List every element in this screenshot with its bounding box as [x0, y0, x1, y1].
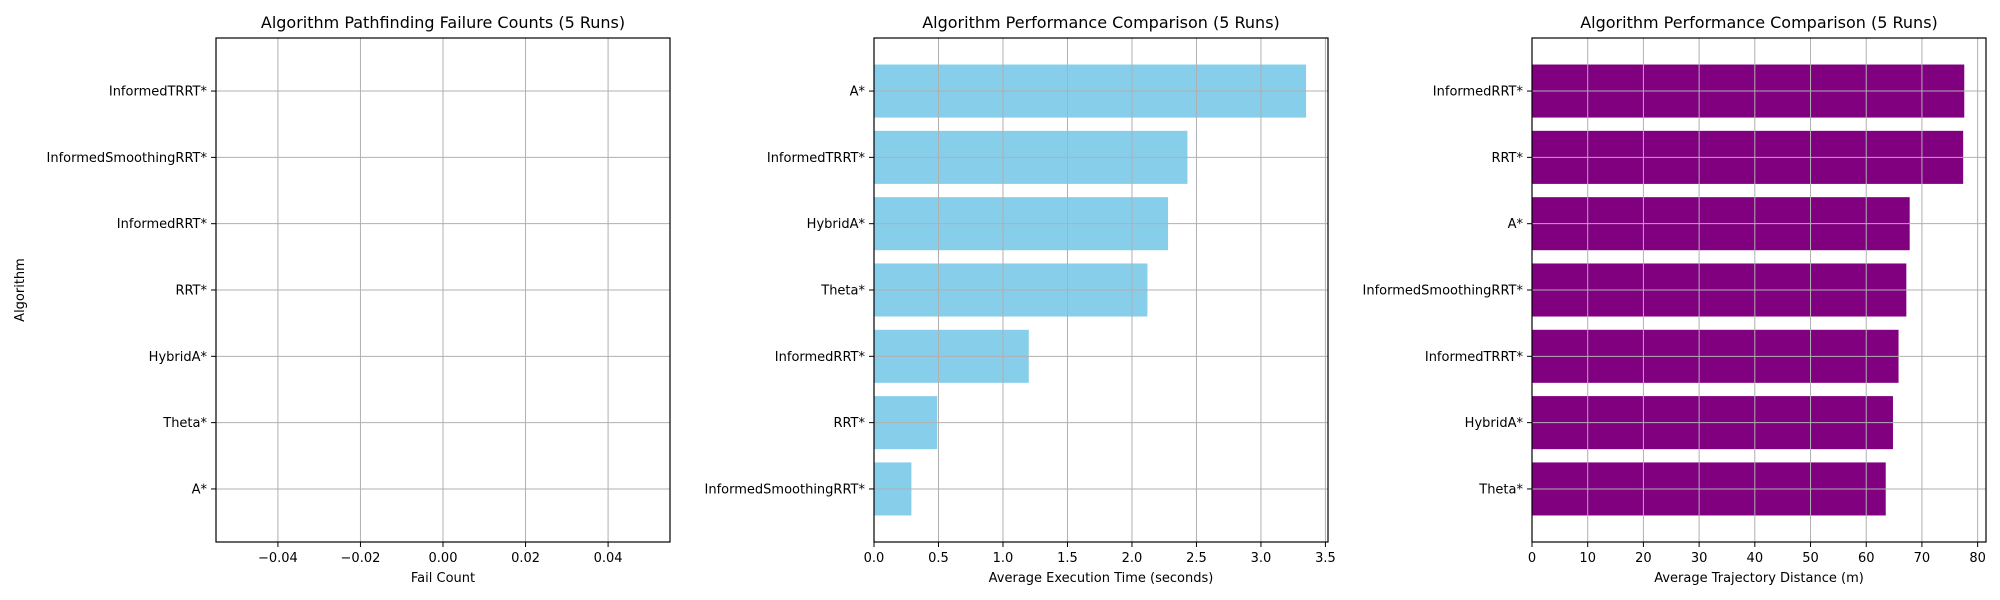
x-tick-label: 0.0 [864, 551, 885, 566]
y-tick-label: InformedSmoothingRRT* [47, 151, 208, 166]
x-tick-label: 70 [1914, 551, 1931, 566]
y-tick-label: InformedRRT* [775, 350, 866, 365]
chart-title: Algorithm Performance Comparison (5 Runs… [1580, 13, 1938, 32]
y-tick-label: A* [192, 482, 208, 497]
x-axis-label: Fail Count [411, 571, 475, 586]
y-tick-label: Theta* [162, 416, 207, 431]
x-tick-label: 0 [1528, 551, 1536, 566]
y-axis-label: Algorithm [13, 258, 28, 322]
x-tick-label: 0.00 [429, 551, 458, 566]
x-tick-label: 3.0 [1251, 551, 1272, 566]
chart-panel-3: 0 10 20 30 40 50 60 70 80 Theta* HybridA* InformedT… [1363, 13, 1987, 586]
x-tick-label: 40 [1747, 551, 1764, 566]
x-axis-label: Average Trajectory Distance (m) [1654, 571, 1864, 586]
y-tick-label: A* [850, 85, 866, 100]
y-tick-label: HybridA* [807, 217, 866, 232]
y-tick-label: HybridA* [1465, 416, 1524, 431]
y-tick-label: HybridA* [149, 350, 208, 365]
x-tick-label: 50 [1802, 551, 1819, 566]
x-tick-label: 80 [1969, 551, 1986, 566]
x-tick-label: 3.5 [1315, 551, 1336, 566]
x-tick-label: 20 [1635, 551, 1652, 566]
y-tick-label: RRT* [175, 284, 207, 299]
y-tick-label: InformedSmoothingRRT* [705, 482, 866, 497]
x-tick-label: 1.0 [993, 551, 1014, 566]
x-tick-label: 0.02 [511, 551, 540, 566]
x-tick-label: 2.0 [1122, 551, 1143, 566]
x-tick-label: 30 [1691, 551, 1708, 566]
y-tick-label: Theta* [820, 284, 865, 299]
x-tick-label: 10 [1579, 551, 1596, 566]
y-tick-label: InformedRRT* [1433, 85, 1524, 100]
x-tick-label: −0.02 [341, 551, 381, 566]
y-tick-label: InformedTRRT* [109, 85, 208, 100]
x-tick-label: 1.5 [1057, 551, 1078, 566]
y-tick-label: RRT* [833, 416, 865, 431]
x-tick-label: −0.04 [258, 551, 298, 566]
y-tick-label: A* [1508, 217, 1524, 232]
x-tick-label: 2.5 [1186, 551, 1207, 566]
y-tick-label: InformedSmoothingRRT* [1363, 284, 1524, 299]
x-axis-label: Average Execution Time (seconds) [989, 571, 1214, 586]
y-tick-label: InformedRRT* [117, 217, 208, 232]
chart-title: Algorithm Performance Comparison (5 Runs… [922, 13, 1280, 32]
y-tick-label: InformedTRRT* [1425, 350, 1524, 365]
x-tick-label: 0.04 [594, 551, 623, 566]
chart-panel-1: −0.04 −0.02 0.00 0.02 0.04 A* Theta* HybridA* RR… [13, 13, 671, 586]
chart-title: Algorithm Pathfinding Failure Counts (5 … [261, 13, 625, 32]
chart-panel-2: 0.0 0.5 1.0 1.5 2.0 2.5 3.0 3.5 InformedSmoothin… [705, 13, 1336, 586]
x-tick-label: 60 [1858, 551, 1875, 566]
y-tick-label: InformedTRRT* [767, 151, 866, 166]
x-tick-label: 0.5 [928, 551, 949, 566]
y-tick-label: RRT* [1491, 151, 1523, 166]
y-tick-label: Theta* [1478, 482, 1523, 497]
